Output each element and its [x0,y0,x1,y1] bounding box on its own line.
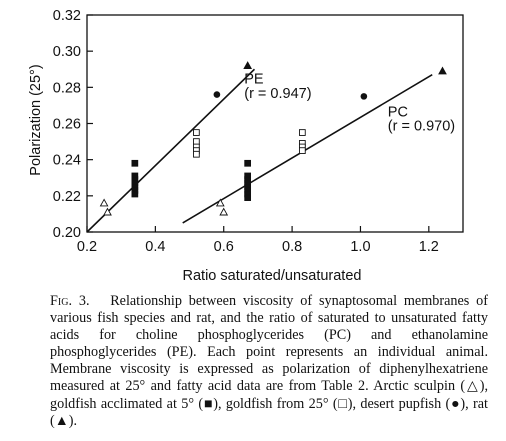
y-tick-label: 0.26 [53,117,81,133]
filled-circle-point [360,93,368,100]
filled-triangle-point [243,61,253,69]
open-square-point [193,129,200,136]
x-tick-label: 0.4 [145,239,165,255]
caption-text: Relationship between viscosity of synapt… [50,293,488,429]
x-tick-label: 0.6 [214,239,234,255]
y-axis-label: Polarization (25°) [28,64,44,175]
figure-caption: Fig. 3. Relationship between viscosity o… [50,293,488,430]
fit-label-pc: PC [388,104,408,120]
y-axis-ticks: 0.20 0.22 0.24 0.26 0.28 0.30 0.32 [53,8,93,241]
y-tick-label: 0.20 [53,225,81,241]
fit-label-pe: PE [244,72,264,88]
x-tick-label: 0.8 [282,239,302,255]
regression-line-pe [86,68,256,233]
y-tick-label: 0.32 [53,8,81,24]
open-triangle-point [219,207,229,216]
open-square-point [298,129,306,136]
regression-line-pc [182,73,433,224]
y-tick-label: 0.22 [53,189,81,205]
filled-square-point [244,159,252,167]
x-tick-label: 0.2 [77,239,97,255]
x-axis-ticks: 0.2 0.4 0.6 0.8 1.0 1.2 [77,226,439,255]
open-square-point [193,138,200,145]
filled-square-point [131,190,139,198]
open-triangle-point [103,207,112,216]
open-square-point [298,147,306,154]
filled-triangle-point [438,66,447,75]
x-tick-label: 1.2 [419,239,439,255]
regression-lines: PE(r = 0.947) PC(r = 0.970) [86,68,455,233]
fit-r-value-pe: (r = 0.947) [244,86,311,102]
fit-r-value-pc: (r = 0.970) [388,119,455,135]
y-tick-label: 0.24 [53,153,81,169]
figure-label: Fig. 3. [50,293,90,309]
y-tick-label: 0.28 [53,80,81,96]
filled-square-point [244,194,252,201]
data-points [99,61,447,216]
x-tick-label: 1.0 [350,239,370,255]
x-axis-label: Ratio saturated/unsaturated [183,268,362,284]
open-triangle-point [215,198,225,207]
open-triangle-point [99,198,109,207]
open-square-point [193,150,200,158]
filled-circle-point [213,91,221,98]
filled-square-point [131,159,139,167]
y-tick-label: 0.30 [53,44,81,60]
scatter-chart: 0.2 0.4 0.6 0.8 1.0 1.2 0.200.220.240.260.280… [28,8,464,284]
